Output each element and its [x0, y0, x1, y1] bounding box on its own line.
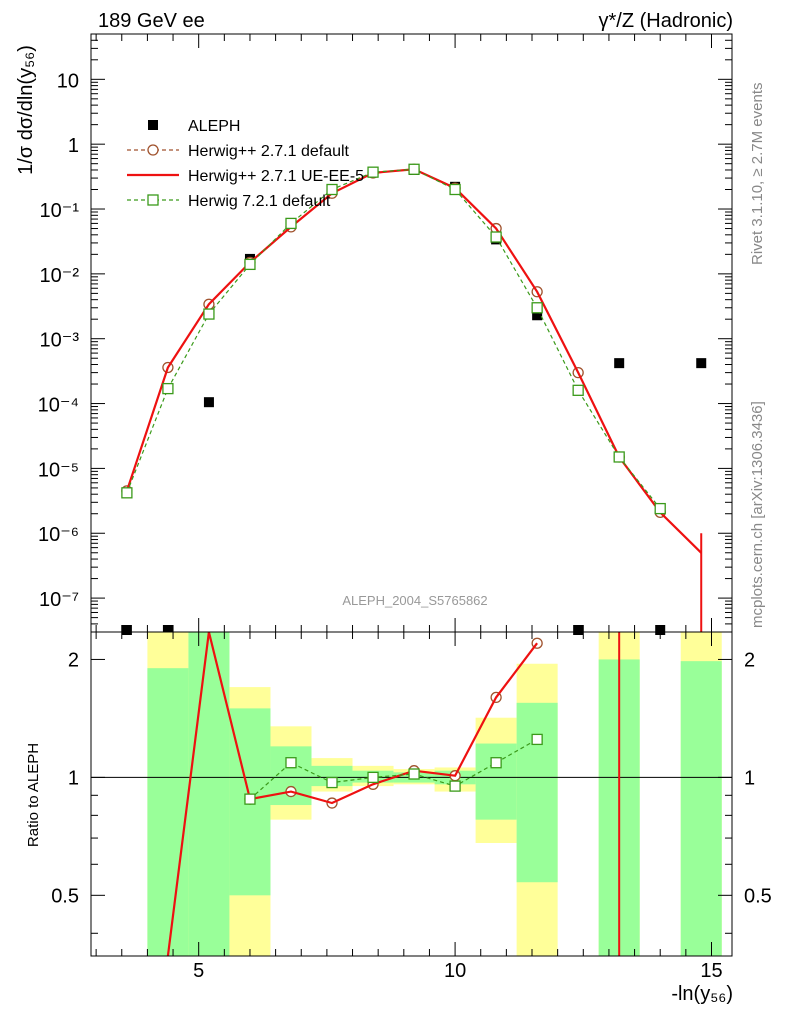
- ratio-y-tick-label-right: 0.5: [744, 885, 772, 907]
- legend-label: Herwig 7.2.1 default: [188, 193, 331, 210]
- main-square-marker: [244, 258, 256, 271]
- analysis-watermark: ALEPH_2004_S5765862: [342, 593, 487, 608]
- main-series-line: [126, 168, 661, 509]
- ratio-y-tick-label: 1: [68, 767, 79, 789]
- ratio-y-axis-label: Ratio to ALEPH: [25, 743, 42, 847]
- main-y-tick-label: 10⁻⁵: [38, 459, 79, 481]
- ratio-band-inner: [516, 702, 558, 883]
- ratio-band-3: [270, 726, 312, 820]
- ratio-series-line: [166, 631, 538, 957]
- ratio-square-marker: [285, 757, 297, 769]
- main-square-marker: [203, 308, 215, 320]
- legend-entry-3: Herwig 7.2.1 default: [127, 193, 331, 210]
- main-y-tick-label: 10⁻⁴: [38, 395, 79, 417]
- legend-label: Herwig++ 2.7.1 UE-EE-5: [188, 168, 364, 185]
- main-y-tick-label: 10⁻³: [40, 330, 80, 352]
- main-square-marker: [654, 502, 666, 515]
- main-square-marker: [285, 217, 297, 230]
- ratio-band-8: [475, 717, 517, 843]
- ratio-band-11: [680, 632, 722, 956]
- ratio-y-tick-label: 0.5: [51, 885, 79, 907]
- energy-label: 189 GeV ee: [98, 10, 205, 32]
- ratio-series-line: [249, 738, 538, 800]
- ratio-band-inner: [188, 632, 230, 956]
- ratio-square-marker: [408, 768, 420, 780]
- main-y-tick-label: 10: [57, 70, 79, 92]
- main-square-marker: [572, 384, 584, 396]
- main-square-marker: [408, 163, 420, 175]
- ratio-band-inner: [680, 661, 722, 956]
- legend-entry-1: Herwig++ 2.7.1 default: [127, 143, 350, 160]
- legend-square-marker: [147, 194, 159, 206]
- legend-entry-0: ALEPH: [148, 118, 240, 135]
- main-y-tick-label: 10⁻⁶: [38, 524, 79, 546]
- ratio-square-marker: [449, 780, 461, 792]
- process-label: γ*/Z (Hadronic): [599, 10, 733, 32]
- ratio-band-inner: [475, 743, 517, 820]
- ratio-y-tick-label-right: 2: [744, 649, 755, 671]
- main-series-1: [121, 163, 666, 519]
- main-square-marker: [367, 166, 379, 178]
- aleph-point: [203, 397, 214, 408]
- x-tick-label: 15: [700, 960, 722, 982]
- main-y-tick-label: 10⁻⁷: [39, 589, 79, 611]
- ratio-square-marker: [326, 776, 338, 789]
- ratio-y-tick-label: 2: [68, 649, 79, 671]
- legend-entry-2: Herwig++ 2.7.1 UE-EE-5: [127, 168, 364, 185]
- main-y-tick-label: 10⁻²: [40, 265, 80, 287]
- ratio-band-inner: [311, 765, 353, 787]
- main-series-line: [126, 168, 661, 513]
- aleph-point: [614, 358, 625, 369]
- x-axis-label: -ln(y₅₆): [671, 983, 733, 1005]
- ratio-series-1: [166, 631, 538, 957]
- ratio-square-marker: [490, 757, 502, 769]
- main-square-marker: [121, 487, 133, 499]
- mcplots-label: mcplots.cern.ch [arXiv:1306.3436]: [749, 401, 766, 628]
- main-series-0: [121, 164, 707, 635]
- main-square-marker: [531, 302, 543, 314]
- ratio-square-marker: [531, 733, 543, 746]
- ratio-plot: 0.5 0.5 1 1 2 2 5 10 15 Ratio to ALEPH -ln(y₅₆): [25, 631, 772, 1005]
- main-y-tick-label: 1: [68, 135, 79, 157]
- ratio-square-marker: [367, 771, 379, 784]
- ratio-plot-frame: [90, 631, 733, 957]
- aleph-point: [573, 625, 584, 635]
- legend-label: Herwig++ 2.7.1 default: [188, 143, 350, 160]
- ratio-square-marker: [244, 793, 256, 805]
- ratio-band-2: [229, 687, 271, 956]
- main-y-tick-label: 10⁻¹: [40, 200, 80, 222]
- ratio-y-tick-label-right: 1: [744, 767, 755, 789]
- x-tick-label: 10: [444, 960, 466, 982]
- x-tick-label: 5: [193, 960, 204, 982]
- rivet-label: Rivet 3.1.10, ≥ 2.7M events: [749, 83, 766, 266]
- main-plot: 10⁻⁷ 10⁻⁶ 10⁻⁵ 10⁻⁴ 10⁻³ 10⁻² 10⁻¹ 1 10 ALEPH_20…: [15, 33, 733, 635]
- legend-symbol-aleph: [148, 120, 158, 130]
- ratio-band-9: [516, 663, 558, 956]
- main-square-marker: [449, 183, 461, 196]
- aleph-point: [162, 625, 173, 635]
- aleph-point: [121, 625, 132, 635]
- ratio-band-1: [188, 632, 230, 956]
- main-square-marker: [162, 382, 174, 395]
- legend: ALEPH Herwig++ 2.7.1 default Herwig++ 2.7.…: [127, 118, 364, 210]
- main-y-axis-label: 1/σ dσ/dln(y₅₆): [15, 45, 37, 175]
- ratio-band-inner: [147, 668, 189, 956]
- ratio-band-0: [147, 632, 189, 956]
- main-square-marker: [490, 231, 502, 243]
- legend-label: ALEPH: [188, 118, 240, 135]
- ratio-series-2: [244, 733, 543, 805]
- aleph-point: [696, 358, 707, 369]
- main-square-marker: [613, 451, 625, 463]
- legend-circle-marker: [147, 144, 159, 156]
- main-square-marker: [326, 183, 338, 196]
- main-series-3: [121, 163, 666, 515]
- aleph-point: [532, 310, 543, 321]
